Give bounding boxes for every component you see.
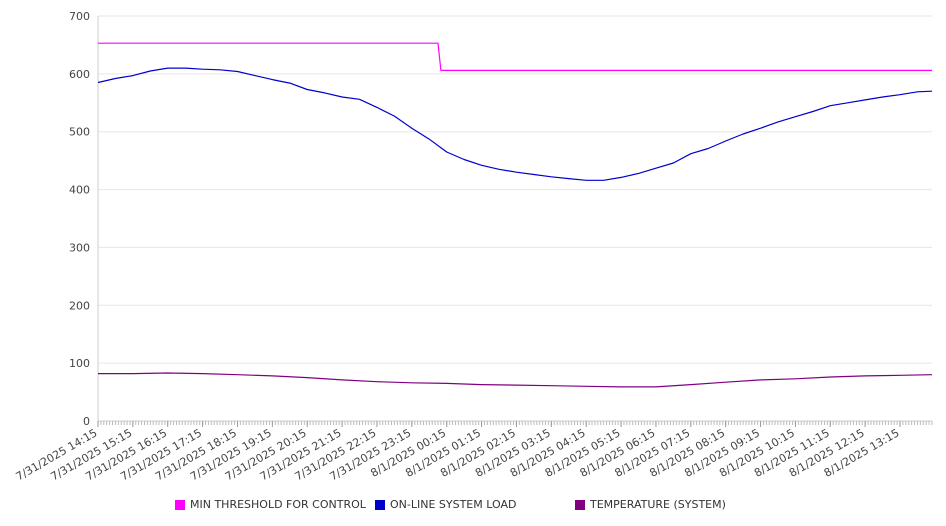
y-tick-label: 700 <box>69 10 90 23</box>
series-line-3 <box>98 372 933 388</box>
y-tick-label: 600 <box>69 68 90 81</box>
y-tick-label: 300 <box>69 241 90 254</box>
legend-label: MIN THRESHOLD FOR CONTROL <box>190 498 366 511</box>
series-line-1 <box>98 42 932 72</box>
series-lines <box>97 42 933 388</box>
legend-label: TEMPERATURE (SYSTEM) <box>590 498 726 511</box>
legend-swatch <box>375 499 385 510</box>
legend-item: MIN THRESHOLD FOR CONTROL <box>175 498 366 511</box>
legend-item: ON-LINE SYSTEM LOAD <box>375 498 516 511</box>
series-line-2 <box>97 67 933 181</box>
gridlines <box>98 15 932 422</box>
y-tick-label: 500 <box>69 126 90 139</box>
x-axis-ticks: 7/31/2025 14:157/31/2025 15:157/31/2025 … <box>14 421 933 483</box>
axes <box>97 16 932 422</box>
legend-swatch <box>575 499 585 510</box>
legend-label: ON-LINE SYSTEM LOAD <box>390 498 517 511</box>
y-tick-label: 0 <box>83 415 90 428</box>
y-axis-ticks: 0 100 200 300 400 500 600 700 <box>69 10 90 428</box>
y-tick-label: 200 <box>69 299 90 312</box>
y-tick-label: 100 <box>69 357 90 370</box>
legend-item: TEMPERATURE (SYSTEM) <box>575 498 726 511</box>
legend: MIN THRESHOLD FOR CONTROL ON-LINE SYSTEM … <box>0 498 946 514</box>
legend-swatch <box>175 499 185 510</box>
y-tick-label: 400 <box>69 184 90 197</box>
